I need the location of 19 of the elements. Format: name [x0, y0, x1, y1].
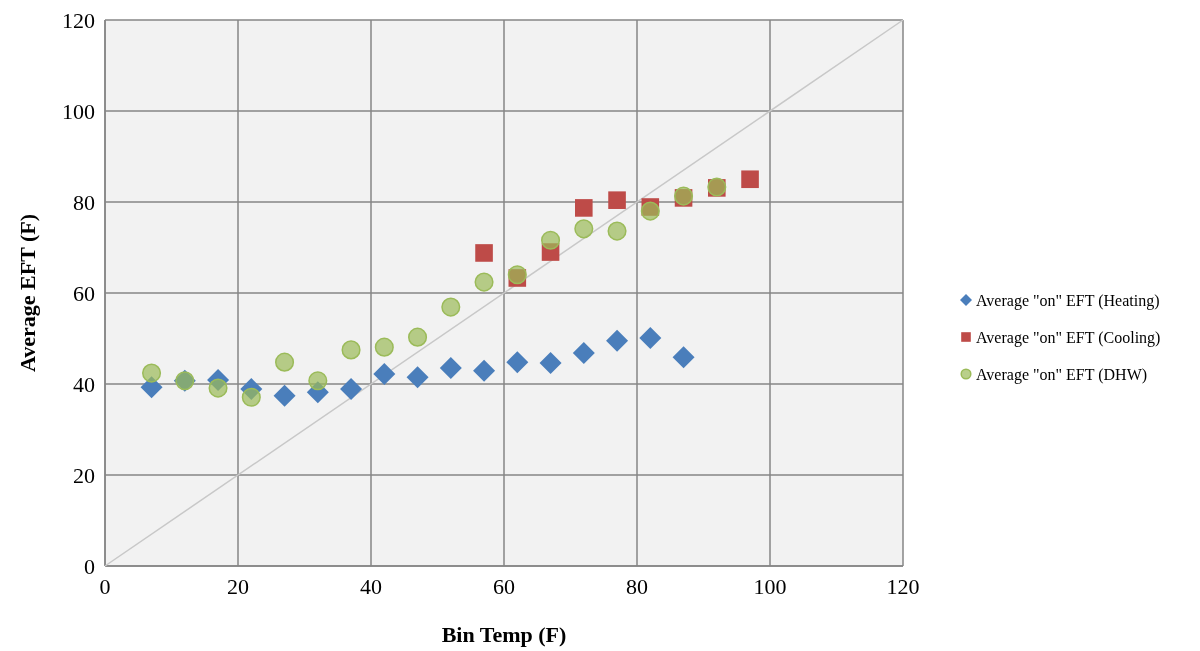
x-tick-label: 0: [99, 574, 111, 599]
y-tick-label: 80: [73, 189, 95, 215]
y-tick-label: 20: [73, 462, 95, 488]
x-tick-label: 80: [626, 574, 648, 599]
y-tick-label: 100: [62, 98, 95, 124]
x-axis-title: Bin Temp (F): [441, 622, 567, 647]
y-tick-label: 0: [84, 553, 95, 579]
y-tick-label: 60: [73, 280, 95, 306]
y-tick-label: 40: [73, 371, 95, 397]
x-tick-label: 20: [227, 574, 249, 599]
x-tick-label: 100: [753, 574, 787, 599]
legend-label: Average "on" EFT (Heating): [976, 291, 1160, 310]
y-axis-title: Average EFT (F): [15, 213, 40, 373]
y-tick-label: 120: [62, 7, 95, 33]
legend-label: Average "on" EFT (DHW): [976, 365, 1148, 384]
x-tick-label: 60: [493, 574, 515, 599]
legend-label: Average "on" EFT (Cooling): [976, 328, 1161, 347]
x-tick-label: 40: [360, 574, 382, 599]
x-tick-label: 120: [886, 574, 920, 599]
